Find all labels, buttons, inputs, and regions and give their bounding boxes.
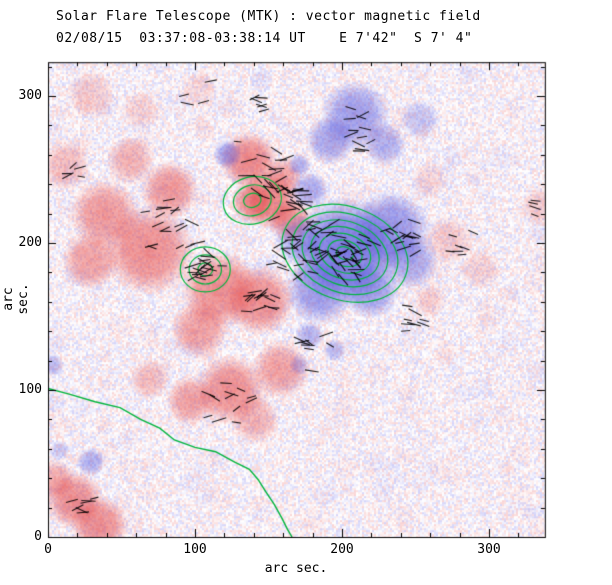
x-tick-label: 100 [183,542,207,557]
x-tick-label: 200 [330,542,354,557]
x-tick-label: 0 [44,542,52,557]
x-tick-label: 300 [477,542,501,557]
y-tick-label: 300 [18,88,42,103]
y-tick-label: 0 [34,529,42,544]
chart-subtitle: 02/08/15 03:37:08-03:38:14 UT E 7'42" S … [56,31,473,46]
y-tick-label: 100 [18,382,42,397]
chart-title: Solar Flare Telescope (MTK) : vector mag… [56,9,481,24]
y-axis-label: arc sec. [1,283,31,315]
y-tick-label: 200 [18,235,42,250]
x-axis-label: arc sec. [264,561,328,576]
